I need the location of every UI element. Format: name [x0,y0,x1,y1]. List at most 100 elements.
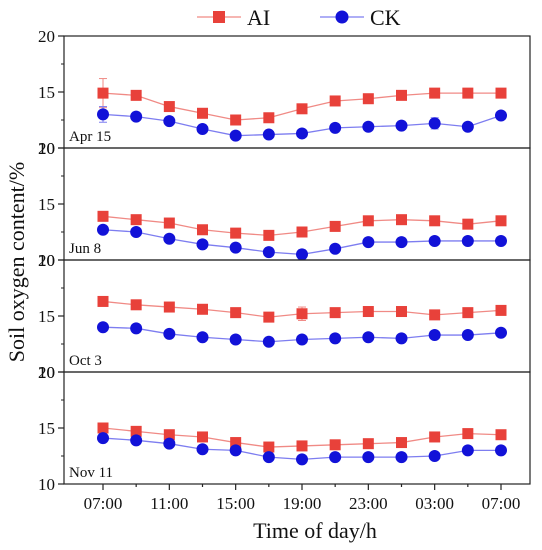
data-point-ck [262,246,275,259]
data-point-ai [495,87,507,99]
data-point-ai [329,439,341,451]
data-point-ck [495,444,507,457]
y-tick-label: 20 [38,139,55,158]
data-point-ck [97,223,109,236]
y-tick-label: 15 [38,419,55,438]
data-point-ai [329,95,341,107]
panel-date-label: Apr 15 [69,129,111,145]
data-point-ai [263,229,275,241]
data-point-ai [97,210,109,222]
data-point-ai [296,440,308,452]
data-point-ai [163,101,175,113]
data-point-ck [362,120,375,133]
data-point-ck [229,333,242,346]
panel-frame [63,147,531,261]
panel-0: 10 15 20 Apr 15 [38,27,531,158]
y-tick-label: 15 [38,307,55,326]
y-tick-label: 15 [38,83,55,102]
data-point-ai [163,301,175,313]
data-point-ck [296,453,308,466]
data-point-ai [429,215,441,227]
data-point-ck [130,110,143,123]
data-point-ck [130,226,143,238]
data-point-ck [495,109,507,122]
data-point-ai [396,437,407,449]
data-point-ai [462,428,474,440]
legend-label-ai: AI [247,5,270,30]
data-point-ck [97,108,109,121]
data-point-ck [262,335,275,348]
data-point-ai [197,303,208,315]
data-point-ck [362,331,375,344]
data-point-ck [196,238,209,251]
data-point-ck [428,329,441,342]
data-point-ai [495,304,507,316]
x-tick-label: 23:00 [349,494,388,513]
data-point-ck [495,234,507,247]
data-point-ai [362,438,374,450]
data-point-ai [197,431,208,443]
data-point-ai [130,299,142,311]
data-point-ai [429,87,441,99]
data-point-ai [495,429,507,441]
data-point-ck [196,443,209,456]
panel-date-label: Oct 3 [69,353,102,369]
y-tick-label: 20 [38,27,55,46]
data-point-ai [495,215,507,227]
data-point-ai [230,114,242,126]
data-point-ck [362,451,375,464]
legend-marker-ai [213,11,225,23]
y-tick-label: 20 [38,251,55,270]
data-point-ck [163,437,176,450]
panel-date-label: Jun 8 [69,241,101,257]
panels: 10 15 20 Apr 15 10 15 20 Jun 8 10 15 20 Oct 3 10 15 20… [38,27,531,494]
legend-item-ck: CK [320,5,401,30]
data-point-ai [263,311,275,323]
data-point-ai [163,429,175,441]
data-point-ai [97,87,109,99]
data-point-ck [229,444,242,457]
data-point-ck [163,232,176,245]
data-point-ck [130,322,143,335]
panel-3: 10 15 20 Nov 11 [38,363,531,494]
legend-label-ck: CK [370,5,401,30]
data-point-ck [395,119,408,132]
y-tick-label: 10 [38,139,55,158]
data-point-ck [296,248,308,261]
data-point-ck [329,451,342,464]
data-point-ai [296,103,308,115]
x-tick-label: 15:00 [216,494,255,513]
panel-2: 10 15 20 Oct 3 [38,251,531,382]
data-point-ck [395,451,408,464]
data-point-ai [163,217,175,229]
data-point-ai [396,89,407,101]
data-point-ai [329,220,341,232]
x-tick-label: 03:00 [415,494,454,513]
data-point-ck [428,117,441,130]
y-tick-label: 10 [38,363,55,382]
legend-marker-ck [335,10,349,24]
data-point-ai [130,89,142,101]
data-point-ai [429,431,441,443]
data-point-ck [428,450,441,462]
data-point-ck [196,331,209,344]
data-point-ck [97,321,109,334]
y-axis-title: Soil oxygen content/% [4,162,29,362]
data-point-ai [130,214,142,226]
data-point-ck [395,236,408,249]
legend-item-ai: AI [197,5,270,30]
data-point-ai [362,306,374,318]
data-point-ck [97,432,109,445]
data-point-ck [362,236,375,249]
data-point-ai [197,224,208,236]
data-point-ai [263,441,275,453]
data-point-ck [229,241,242,254]
data-point-ck [130,434,143,447]
y-tick-label: 20 [38,363,55,382]
data-point-ck [461,444,474,457]
data-point-ck [461,120,474,133]
x-tick-label: 19:00 [283,494,322,513]
y-tick-label: 10 [38,475,55,494]
data-point-ai [97,295,109,307]
